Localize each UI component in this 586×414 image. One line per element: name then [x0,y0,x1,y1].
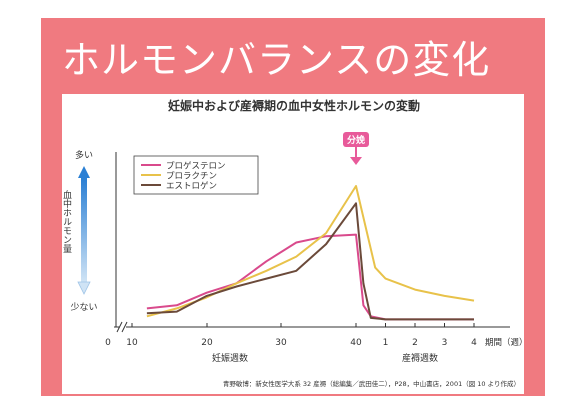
series-line-prolactin [146,185,475,318]
series-group [146,185,475,321]
series-line-progesterone [146,233,474,321]
x-label-pregnancy: 妊娠週数 [212,352,248,364]
x-tick-label-postpartum: 1 [383,338,389,348]
source-citation: 青野敏博：新女性医学大系 32 産褥（総編集／武田佳二），P28，中山書店，20… [223,379,520,388]
hormone-chart: 妊娠中および産褥期の血中女性ホルモンの変動 多い 少ない 血中ホルモン量 0 10… [62,98,524,388]
series-line-estrogen [146,202,474,321]
y-axis-label: 血中ホルモン量 [62,189,72,253]
delivery-label: 分娩 [347,134,365,146]
delivery-badge [343,132,369,147]
legend-label-estrogen: エストロゲン [166,181,217,192]
x-tick-label-postpartum: 2 [412,338,418,348]
y-low-label: 少ない [70,302,97,313]
legend-label-prolactin: プロラクチン [166,172,217,182]
x-tick-label-pregnancy: 10 [126,338,138,348]
arrow-down-icon [77,281,91,295]
x-tick-label-postpartum: 3 [442,338,448,348]
y-high-label: 多い [75,149,93,161]
legend: プロゲステロン プロラクチン エストロゲン [133,155,259,195]
x-unit-label: 期間（週） [485,337,524,348]
x-tick-label-pregnancy: 0 [105,338,111,348]
y-gradient-bar [81,178,87,282]
x-tick-label-postpartum: 4 [471,338,477,348]
x-tick-label-pregnancy: 40 [350,338,362,348]
pregnancy-tick-group: 0 10 20 30 40 [105,323,362,348]
legend-label-progesterone: プロゲステロン [166,161,226,172]
x-tick-label-pregnancy: 30 [275,338,287,348]
slide-title: ホルモンバランスの変化 [62,38,491,82]
x-label-postpartum: 産褥週数 [402,352,438,364]
x-tick-label-pregnancy: 20 [201,338,213,348]
postpartum-tick-group: 1 2 3 4 [383,323,477,348]
arrow-up-icon [78,166,90,178]
axis-break-mark [116,321,128,333]
delivery-marker: 分娩 [343,132,369,165]
chart-title: 妊娠中および産褥期の血中女性ホルモンの変動 [168,98,420,113]
delivery-arrow-icon [350,157,362,165]
